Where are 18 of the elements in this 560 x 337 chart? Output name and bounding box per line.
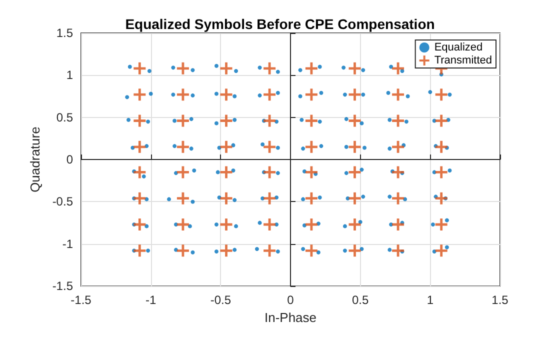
legend-label: Transmitted [434, 54, 492, 66]
x-tick-label: -0.5 [210, 293, 232, 308]
legend-label: Equalized [434, 42, 483, 54]
y-axis-title: Quadrature [27, 126, 42, 192]
y-tick-label: 0 [66, 152, 74, 167]
y-tick-label: 1 [66, 68, 74, 82]
x-tick-label: 1 [426, 293, 434, 308]
x-tick-label: 1.5 [492, 293, 509, 308]
y-tick-label: -0.5 [52, 194, 74, 209]
x-tick-label: 0.5 [352, 293, 369, 308]
y-tick-label: -1 [62, 236, 74, 251]
y-tick-label: 0.5 [56, 110, 74, 124]
x-axis-title: In-Phase [264, 310, 317, 325]
y-tick-label: 1.5 [56, 26, 74, 40]
x-tick-label: -1 [145, 293, 156, 308]
chart-title: Equalized Symbols Before CPE Compensation [125, 16, 435, 32]
y-tick-label: -1.5 [52, 279, 74, 294]
x-tick-label: 0 [287, 293, 294, 308]
